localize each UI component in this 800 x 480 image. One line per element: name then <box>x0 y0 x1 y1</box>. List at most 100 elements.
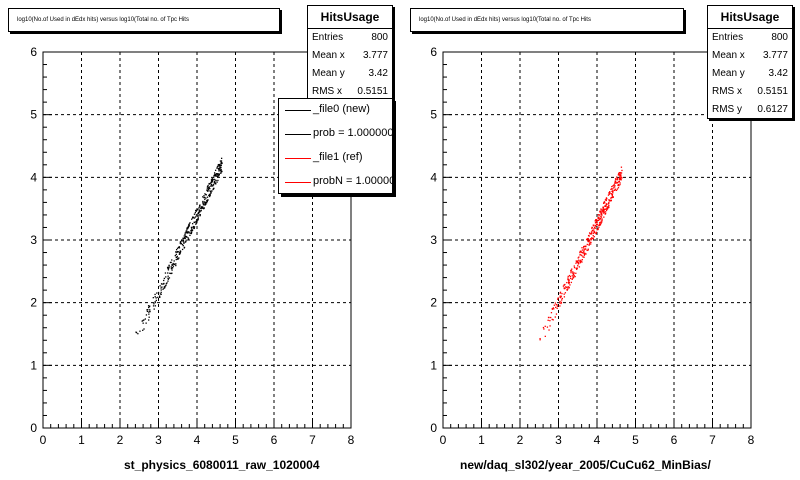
scatter-point <box>577 261 580 263</box>
scatter-point <box>591 226 593 229</box>
scatter-point <box>167 267 170 269</box>
scatter-point <box>177 246 180 249</box>
scatter-point <box>603 202 606 204</box>
scatter-point <box>617 181 620 183</box>
scatter-point <box>609 191 611 193</box>
scatter-point <box>556 298 559 300</box>
scatter-point <box>601 211 603 214</box>
scatter-point <box>210 179 213 181</box>
x-tick-label: 7 <box>709 433 716 447</box>
scatter-point <box>597 219 600 222</box>
stats-row: Mean y 3.42 <box>308 65 392 83</box>
scatter-point <box>556 307 558 310</box>
scatter-point <box>185 240 187 243</box>
scatter-point <box>539 337 541 340</box>
scatter-point <box>197 213 200 215</box>
scatter-point <box>569 277 572 280</box>
scatter-point <box>587 238 590 241</box>
scatter-point <box>572 277 574 279</box>
scatter-point <box>590 241 592 244</box>
scatter-point <box>557 297 559 299</box>
scatter-point <box>154 293 156 296</box>
scatter-point <box>551 308 553 310</box>
scatter-point <box>555 313 558 315</box>
x-tick-label: 0 <box>40 433 47 447</box>
scatter-point <box>207 188 210 191</box>
scatter-point <box>602 207 604 210</box>
scatter-point <box>179 250 182 252</box>
scatter-point <box>211 190 213 192</box>
scatter-point <box>217 175 219 177</box>
y-tick-label: 5 <box>30 108 37 122</box>
scatter-point <box>612 196 614 198</box>
scatter-point <box>591 237 593 239</box>
scatter-point <box>598 214 600 216</box>
scatter-point <box>605 199 607 202</box>
scatter-point <box>620 166 623 168</box>
scatter-point <box>606 206 609 208</box>
scatter-point <box>187 237 189 239</box>
scatter-point <box>604 205 606 207</box>
scatter-point <box>199 214 201 216</box>
scatter-point <box>217 173 219 175</box>
scatter-point <box>181 243 184 246</box>
scatter-point <box>182 245 184 247</box>
scatter-point <box>198 211 200 214</box>
scatter-point <box>184 233 186 236</box>
scatter-point <box>186 232 188 234</box>
scatter-point <box>171 267 173 269</box>
scatter-point <box>206 196 209 198</box>
scatter-point <box>154 301 156 304</box>
scatter-point <box>175 256 177 259</box>
scatter-point <box>188 223 190 225</box>
scatter-point <box>143 319 145 321</box>
scatter-point <box>175 251 177 253</box>
scatter-point <box>205 203 207 205</box>
scatter-point <box>599 210 601 212</box>
scatter-point <box>570 281 573 284</box>
scatter-point <box>204 204 206 206</box>
scatter-point <box>159 296 161 298</box>
scatter-point <box>581 247 583 249</box>
scatter-point <box>619 171 621 174</box>
scatter-point <box>617 173 620 175</box>
scatter-point <box>148 319 150 321</box>
legend-entry: _file0 (new) <box>279 99 392 123</box>
scatter-point <box>197 215 199 217</box>
scatter-point <box>585 245 587 247</box>
scatter-point <box>139 330 141 332</box>
scatter-point <box>208 194 210 197</box>
scatter-point <box>210 192 212 194</box>
scatter-point <box>187 238 190 240</box>
scatter-point <box>549 319 551 322</box>
scatter-point <box>220 168 222 171</box>
scatter-point <box>575 262 577 264</box>
scatter-point <box>160 293 162 295</box>
stats-row: Mean x 3.777 <box>708 47 792 65</box>
scatter-point <box>551 318 553 321</box>
scatter-point <box>620 174 622 176</box>
scatter-point <box>214 173 216 176</box>
scatter-point <box>587 249 589 251</box>
scatter-point <box>187 226 190 228</box>
scatter-point <box>153 308 155 310</box>
scatter-point <box>202 204 205 206</box>
scatter-point <box>148 311 150 313</box>
scatter-point <box>168 266 170 269</box>
scatter-point <box>620 179 622 181</box>
stats-value: 3.42 <box>368 68 388 79</box>
scatter-point <box>590 233 593 235</box>
scatter-point <box>217 165 219 167</box>
left-chart-panel: log10(No.of Used in dEdx hits) versus lo… <box>8 5 393 472</box>
scatter-point <box>556 304 558 306</box>
scatter-point <box>167 277 169 279</box>
scatter-point <box>211 181 214 183</box>
right-chart-panel: log10(No.of Used in dEdx hits) versus lo… <box>400 0 800 480</box>
scatter-point <box>580 254 582 256</box>
scatter-point <box>186 227 189 230</box>
stats-label: Mean x <box>312 50 345 61</box>
scatter-point <box>598 223 601 226</box>
scatter-point <box>548 329 550 331</box>
scatter-point <box>590 231 593 233</box>
scatter-point <box>567 278 569 281</box>
